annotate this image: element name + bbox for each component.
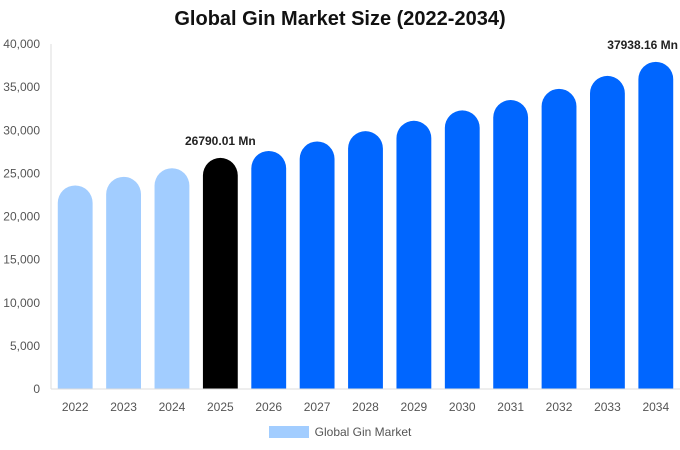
- x-tick-label: 2029: [401, 400, 428, 414]
- x-tick-label: 2026: [255, 400, 282, 414]
- data-label-2025: 26790.01 Mn: [185, 134, 256, 148]
- y-tick-label: 5,000: [10, 339, 40, 353]
- x-tick-label: 2022: [62, 400, 89, 414]
- x-tick-label: 2027: [304, 400, 331, 414]
- data-labels-group: 26790.01 Mn 37938.16 Mn: [185, 38, 678, 148]
- x-tick-label: 2023: [110, 400, 137, 414]
- x-tick-label: 2034: [642, 400, 669, 414]
- bar-2034: [638, 61, 674, 390]
- x-tick-label: 2030: [449, 400, 476, 414]
- x-axis: 2022 2023 2024 2025 2026 2027 2028 2029 2030 2031…: [51, 388, 680, 414]
- bar-2030: [444, 110, 480, 389]
- bar-2026: [251, 150, 287, 389]
- y-tick-label: 10,000: [3, 296, 40, 310]
- bar-2025: [202, 157, 238, 389]
- legend-label: Global Gin Market: [314, 425, 412, 439]
- bar-2033: [590, 75, 625, 389]
- y-axis: 0 5,000 10,000 15,000 20,000 25,000 30,000 35,0…: [3, 37, 52, 396]
- x-tick-label: 2031: [497, 400, 524, 414]
- y-tick-label: 20,000: [3, 210, 40, 224]
- x-tick-label: 2033: [594, 400, 621, 414]
- x-tick-label: 2024: [159, 400, 186, 414]
- x-tick-label: 2032: [546, 400, 573, 414]
- data-label-2034: 37938.16 Mn: [607, 38, 678, 52]
- y-tick-label: 25,000: [3, 166, 40, 180]
- x-tick-label: 2028: [352, 400, 379, 414]
- bar-2022: [57, 185, 93, 389]
- y-tick-label: 15,000: [3, 253, 40, 267]
- bar-2023: [106, 176, 141, 389]
- bar-2032: [541, 88, 577, 389]
- bar-2031: [493, 100, 529, 389]
- bar-2024: [154, 168, 190, 389]
- bars-group: [57, 61, 674, 390]
- legend-swatch: [268, 426, 309, 438]
- y-tick-label: 40,000: [3, 37, 40, 51]
- y-tick-label: 0: [33, 382, 40, 396]
- y-tick-label: 30,000: [3, 123, 40, 137]
- y-tick-label: 35,000: [3, 80, 40, 94]
- bar-2029: [396, 120, 432, 389]
- bar-2027: [299, 141, 335, 389]
- x-tick-label: 2025: [207, 400, 234, 414]
- legend: Global Gin Market: [0, 425, 680, 439]
- bar-2028: [348, 131, 383, 390]
- chart-title: Global Gin Market Size (2022-2034): [174, 8, 506, 30]
